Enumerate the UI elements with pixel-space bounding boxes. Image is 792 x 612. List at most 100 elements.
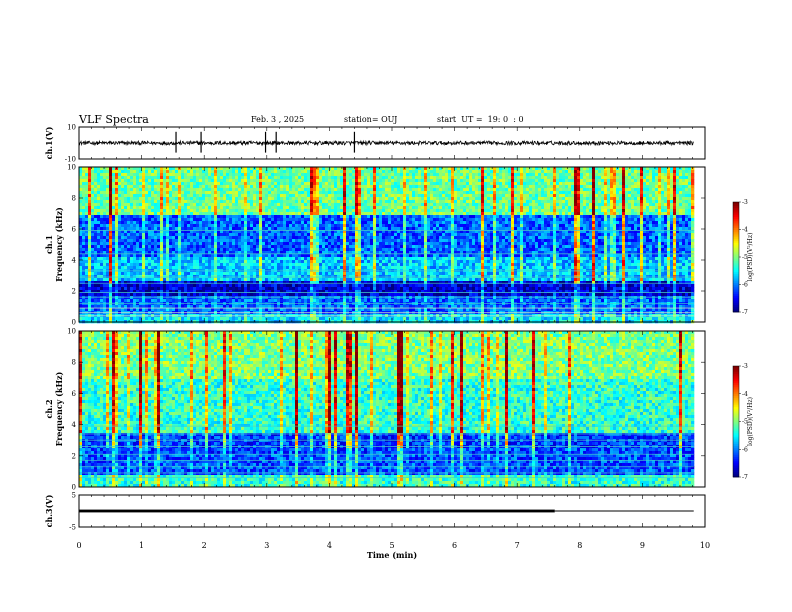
spectro-cell <box>178 242 182 246</box>
spectro-cell <box>172 191 176 195</box>
spectro-cell <box>298 299 302 303</box>
spectro-cell <box>148 167 152 171</box>
spectro-cell <box>346 200 350 204</box>
spectro-cell <box>97 251 101 255</box>
spectro-cell <box>328 251 332 255</box>
spectro-cell <box>334 203 338 207</box>
spectro-cell <box>208 182 212 186</box>
spectro-cell <box>247 281 251 285</box>
spectro-cell <box>262 206 266 210</box>
spectro-cell <box>346 188 350 192</box>
spectro-cell <box>286 266 290 270</box>
spectro-cell <box>112 290 116 294</box>
spectro-cell <box>238 296 242 300</box>
spectro-cell <box>358 245 362 249</box>
spectro-cell <box>133 239 137 243</box>
spectro-cell <box>124 188 128 192</box>
spectro-cell <box>331 308 335 312</box>
spectro-cell <box>148 218 152 222</box>
spectro-cell <box>175 305 179 309</box>
spectro-cell <box>229 251 233 255</box>
spectro-cell <box>133 227 137 231</box>
spectro-cell <box>145 305 149 309</box>
spectro-cell <box>145 230 149 234</box>
spectro-cell <box>229 221 233 225</box>
spectro-cell <box>97 212 101 216</box>
spectro-cell <box>190 248 194 252</box>
spectro-cell <box>286 203 290 207</box>
spectro-cell <box>298 287 302 291</box>
spectro-cell <box>148 287 152 291</box>
spectro-cell <box>328 245 332 249</box>
spectro-cell <box>247 299 251 303</box>
spectro-cell <box>163 212 167 216</box>
spectro-cell <box>220 281 224 285</box>
spectro-cell <box>280 221 284 225</box>
spectro-cell <box>106 170 110 174</box>
spectro-cell <box>244 197 248 201</box>
spectro-cell <box>325 188 329 192</box>
spectro-cell <box>223 200 227 204</box>
spectro-cell <box>319 167 323 171</box>
spectro-cell <box>310 179 314 183</box>
spectro-cell <box>214 251 218 255</box>
spectro-cell <box>100 206 104 210</box>
spectro-cell <box>91 167 95 171</box>
spectro-cell <box>268 200 272 204</box>
spectro-cell <box>139 299 143 303</box>
spectro-cell <box>298 182 302 186</box>
spectro-cell <box>247 233 251 237</box>
spectro-cell <box>235 248 239 252</box>
spectro-cell <box>346 197 350 201</box>
spectro-cell <box>346 209 350 213</box>
spectro-cell <box>265 221 269 225</box>
spectro-cell <box>274 188 278 192</box>
spectro-cell <box>343 278 347 282</box>
spectro-cell <box>301 281 305 285</box>
spectro-cell <box>355 200 359 204</box>
spectro-cell <box>199 299 203 303</box>
spectro-cell <box>229 290 233 294</box>
spectro-cell <box>100 200 104 204</box>
spectro-cell <box>328 284 332 288</box>
spectro-cell <box>259 197 263 201</box>
spectro-cell <box>319 263 323 267</box>
spectro-cell <box>310 266 314 270</box>
spectro-cell <box>298 308 302 312</box>
spectro-cell <box>130 224 134 228</box>
spectro-cell <box>262 305 266 309</box>
spectro-cell <box>304 263 308 267</box>
spectro-cell <box>106 242 110 246</box>
spectro-cell <box>316 257 320 261</box>
spectro-cell <box>121 260 125 264</box>
spectro-cell <box>325 224 329 228</box>
spectro-cell <box>103 242 107 246</box>
spectro-cell <box>217 281 221 285</box>
spectro-cell <box>304 170 308 174</box>
spectro-cell <box>283 209 287 213</box>
spectro-cell <box>295 299 299 303</box>
spectro-cell <box>349 260 353 264</box>
spectro-cell <box>196 308 200 312</box>
spectro-cell <box>142 221 146 225</box>
spectro-cell <box>184 254 188 258</box>
spectro-cell <box>193 176 197 180</box>
spectro-cell <box>319 221 323 225</box>
spectro-cell <box>193 221 197 225</box>
spectro-cell <box>139 221 143 225</box>
spectro-cell <box>118 221 122 225</box>
spectro-cell <box>106 281 110 285</box>
spectro-cell <box>313 182 317 186</box>
spectro-cell <box>133 182 137 186</box>
spectro-cell <box>253 242 257 246</box>
spectro-cell <box>163 188 167 192</box>
spectro-cell <box>79 200 83 204</box>
spectro-cell <box>199 170 203 174</box>
spectro-cell <box>340 182 344 186</box>
spectro-cell <box>115 182 119 186</box>
spectro-cell <box>133 293 137 297</box>
spectro-cell <box>154 287 158 291</box>
spectro-cell <box>187 185 191 189</box>
spectro-cell <box>244 179 248 183</box>
spectro-cell <box>130 197 134 201</box>
